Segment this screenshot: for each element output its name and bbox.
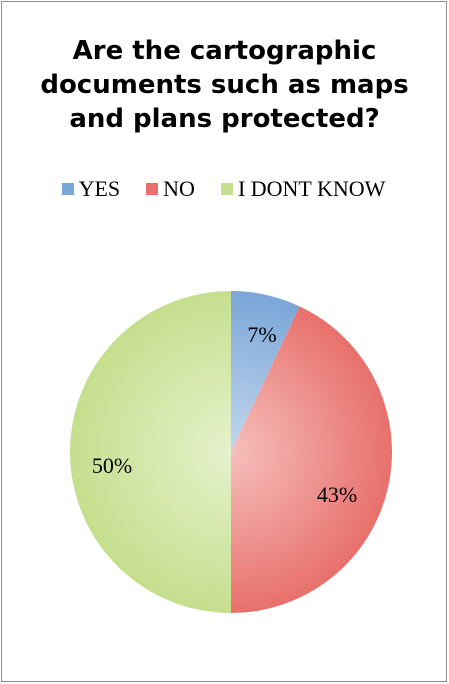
legend-item-no: NO bbox=[146, 176, 195, 202]
pie-slice-i-dont-know bbox=[70, 291, 231, 613]
chart-title-line-1: Are the cartographic bbox=[72, 36, 377, 66]
pie-slice-no bbox=[231, 306, 392, 613]
legend-swatch-dont-know bbox=[220, 183, 233, 195]
chart-title-line-2: documents such as maps bbox=[40, 70, 409, 100]
pie-slice-yes bbox=[231, 291, 300, 452]
legend-swatch-yes bbox=[61, 183, 74, 195]
chart-title: Are the cartographic documents such as m… bbox=[0, 34, 449, 136]
slice-label-yes: 7% bbox=[247, 322, 276, 347]
legend-item-dont-know: I DONT KNOW bbox=[220, 176, 386, 202]
legend-label-yes: YES bbox=[78, 176, 121, 201]
legend-swatch-no bbox=[146, 183, 159, 195]
legend-item-yes: YES bbox=[61, 176, 121, 202]
legend-label-dont-know: I DONT KNOW bbox=[237, 176, 386, 201]
chart-legend: YES NO I DONT KNOW bbox=[0, 176, 449, 202]
legend-label-no: NO bbox=[163, 176, 195, 201]
chart-title-line-3: and plans protected? bbox=[69, 104, 380, 134]
slice-label-i-dont-know: 50% bbox=[92, 453, 132, 478]
slice-label-no: 43% bbox=[317, 482, 357, 507]
